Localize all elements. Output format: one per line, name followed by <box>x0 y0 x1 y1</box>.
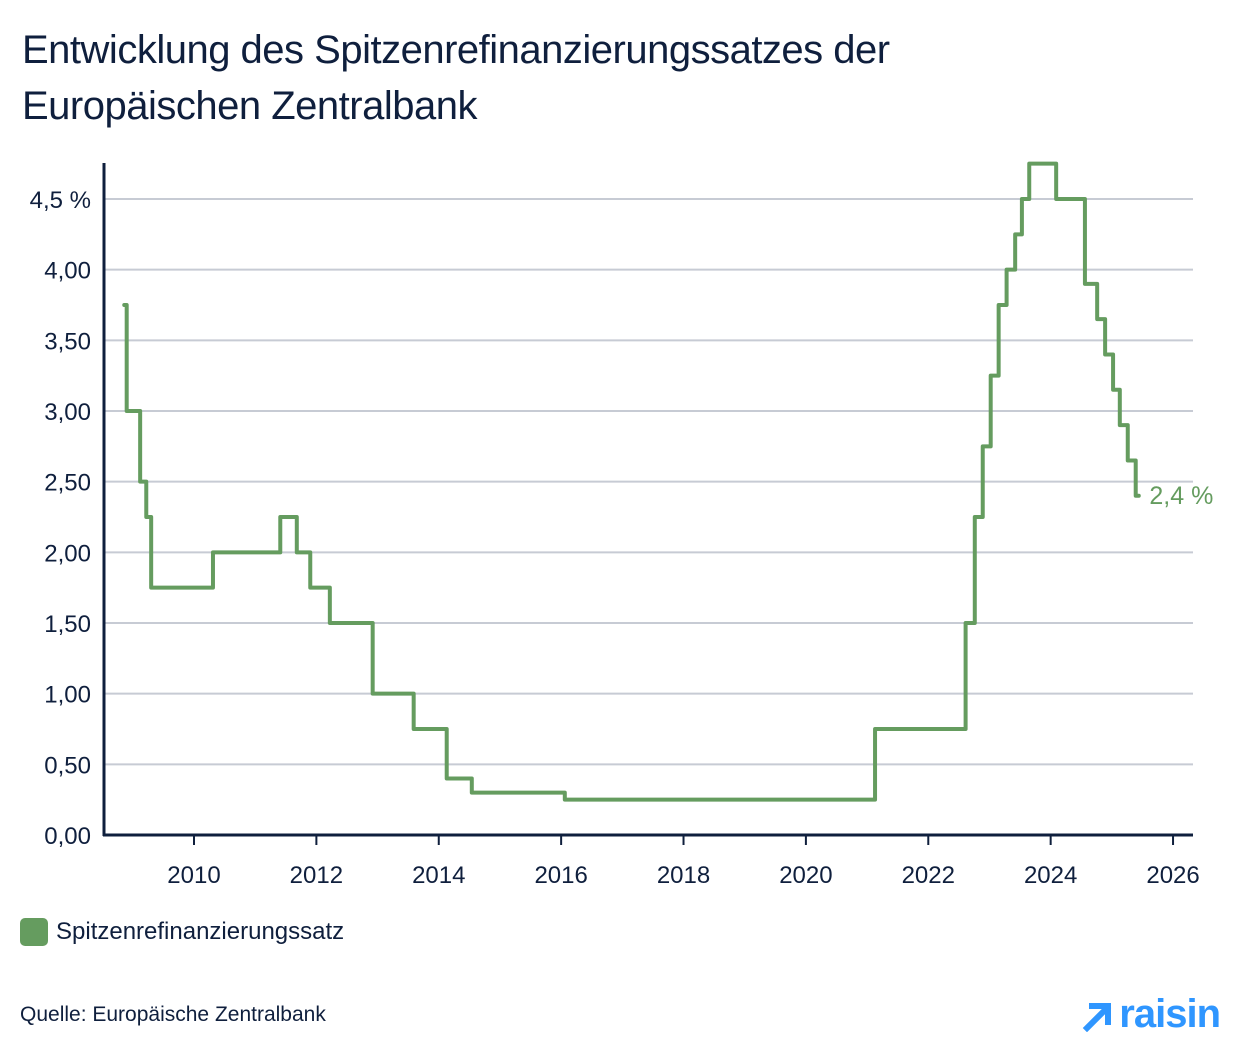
y-tick-label: 2,00 <box>44 540 91 567</box>
x-axis-ticks: 2010 2012 2014 2016 2018 2020 2022 2024 2026 <box>167 835 1200 889</box>
x-tick-label: 2020 <box>779 862 832 889</box>
x-tick-label: 2026 <box>1146 862 1199 889</box>
y-tick-label: 1,50 <box>44 611 91 638</box>
y-tick-label: 3,50 <box>44 328 91 355</box>
legend-swatch <box>20 918 48 946</box>
brand-name: raisin <box>1119 992 1221 1036</box>
legend: Spitzenrefinanzierungssatz <box>20 918 344 946</box>
y-tick-label: 4,5 % <box>30 187 91 214</box>
gridlines <box>104 198 1193 766</box>
source-note: Quelle: Europäische Zentralbank <box>20 1003 326 1026</box>
x-tick-label: 2014 <box>412 862 465 889</box>
series-line-spitzenrefinanzierungssatz <box>122 161 1141 802</box>
chart-title: Entwicklung des Spitzenrefinanzierungssa… <box>22 28 890 128</box>
brand-logo: raisin <box>1081 992 1221 1037</box>
y-tick-label: 0,50 <box>44 752 91 779</box>
y-tick-label: 3,00 <box>44 399 91 426</box>
end-value-label: 2,4 % <box>1149 482 1213 510</box>
x-tick-label: 2012 <box>290 862 343 889</box>
x-tick-label: 2010 <box>167 862 220 889</box>
x-tick-label: 2016 <box>534 862 587 889</box>
x-tick-label: 2018 <box>657 862 710 889</box>
y-tick-label: 0,00 <box>44 823 91 850</box>
x-tick-label: 2024 <box>1024 862 1077 889</box>
y-axis-tick-labels: 0,00 0,50 1,00 1,50 2,00 2,50 3,00 3,50 4,00 4,5 … <box>30 187 91 850</box>
legend-label: Spitzenrefinanzierungssatz <box>56 918 345 945</box>
y-tick-label: 2,50 <box>44 470 91 497</box>
arrow-up-right-icon <box>1083 1002 1112 1032</box>
y-tick-label: 4,00 <box>44 258 91 285</box>
x-tick-label: 2022 <box>902 862 955 889</box>
y-tick-label: 1,00 <box>44 682 91 709</box>
